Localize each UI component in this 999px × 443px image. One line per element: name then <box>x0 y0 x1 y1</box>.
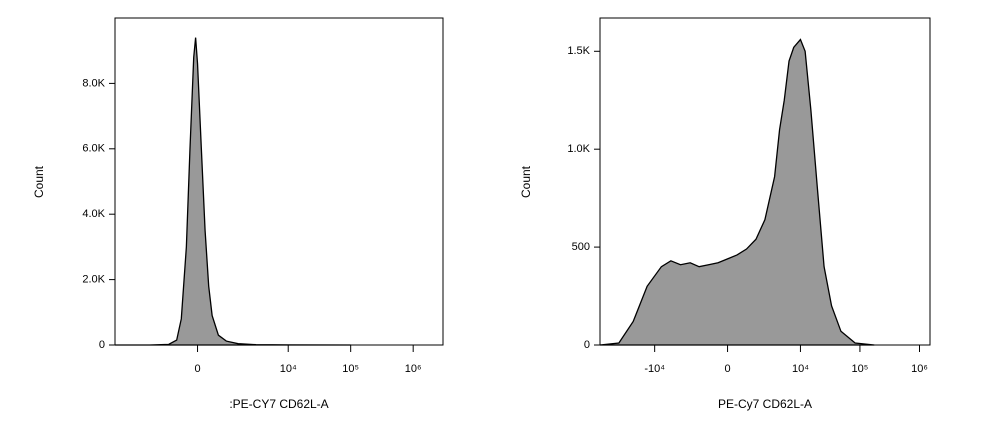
x-axis-label: :PE-CY7 CD62L-A <box>229 397 328 411</box>
x-tick-label: -10⁴ <box>644 363 665 375</box>
x-tick-label: 10⁶ <box>405 363 422 375</box>
chart-panel: 0 500 1.0K 1.5K -10⁴ 0 10⁴ 10⁵ 10⁶ PE-Cy7 CD62L-A… <box>519 17 931 411</box>
histogram-area <box>115 37 351 346</box>
x-axis-label: PE-Cy7 CD62L-A <box>718 397 812 411</box>
y-tick-label: 500 <box>572 241 590 253</box>
x-tick-label: 0 <box>724 363 730 375</box>
y-tick-label: 0 <box>584 339 590 351</box>
y-tick-label: 4.0K <box>82 208 105 220</box>
y-tick-label: 1.5K <box>567 45 590 57</box>
x-tick-label: 10⁵ <box>342 363 359 375</box>
histogram-area <box>599 38 875 346</box>
plot-frame <box>114 17 444 346</box>
y-tick-label: 8.0K <box>82 77 105 89</box>
x-tick-label: 0 <box>194 363 200 375</box>
x-tick-label: 10⁶ <box>911 363 928 375</box>
x-tick-label: 10⁴ <box>280 363 297 375</box>
x-tick-label: 10⁵ <box>852 363 869 375</box>
x-tick-label: 10⁴ <box>792 363 809 375</box>
y-axis-label: Count <box>519 165 533 198</box>
y-axis-label: Count <box>32 165 46 198</box>
y-tick-label: 2.0K <box>82 274 105 286</box>
y-tick-label: 0 <box>99 339 105 351</box>
y-tick-label: 6.0K <box>82 143 105 155</box>
y-tick-label: 1.0K <box>567 143 590 155</box>
chart-panel: 0 2.0K 4.0K 6.0K 8.0K 0 10⁴ 10⁵ 10⁶ :PE-CY7 CD62L… <box>32 17 444 411</box>
